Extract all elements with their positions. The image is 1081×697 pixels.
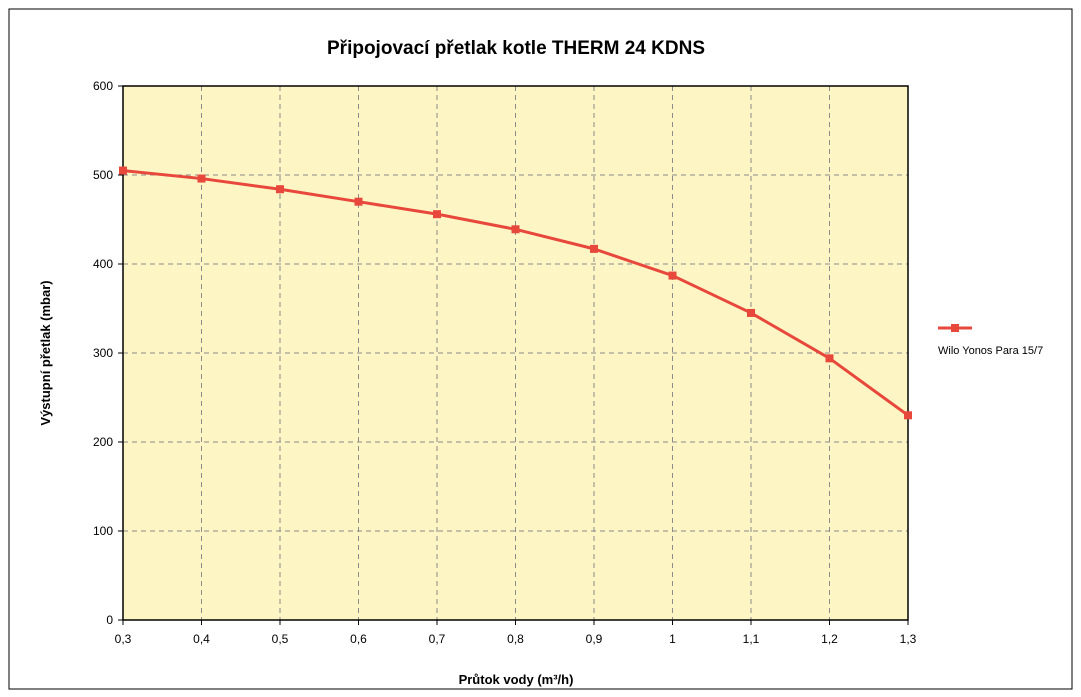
x-tick-label: 1,3 [900, 632, 917, 646]
x-tick-label: 1,1 [743, 632, 760, 646]
legend: Wilo Yonos Para 15/7 [938, 324, 1043, 357]
y-axis-ticks: 0 100 200 300 400 500 600 [93, 79, 123, 627]
data-point-marker [825, 354, 834, 363]
x-tick-label: 0,9 [586, 632, 603, 646]
data-point-marker [197, 174, 206, 183]
data-point-marker [276, 185, 284, 194]
x-tick-label: 0,5 [272, 632, 289, 646]
y-tick-label: 500 [93, 168, 113, 182]
data-point-marker [590, 244, 598, 253]
data-point-marker [433, 210, 441, 219]
legend-swatch-marker [951, 324, 959, 332]
y-axis-title: Výstupní přetlak (mbar) [38, 280, 53, 425]
y-tick-label: 300 [93, 346, 113, 360]
y-tick-label: 0 [106, 613, 113, 627]
x-tick-label: 0,6 [350, 632, 367, 646]
legend-label: Wilo Yonos Para 15/7 [938, 345, 1043, 357]
data-point-marker [747, 308, 755, 317]
x-tick-label: 1 [669, 632, 676, 646]
chart-title: Připojovací přetlak kotle THERM 24 KDNS [327, 38, 705, 59]
data-point-marker [511, 225, 520, 234]
x-tick-label: 0,4 [193, 632, 210, 646]
data-point-marker [119, 166, 127, 175]
x-tick-label: 0,3 [115, 632, 132, 646]
y-tick-label: 600 [93, 79, 113, 93]
data-point-marker [354, 197, 363, 206]
x-axis-title: Průtok vody (m³/h) [459, 672, 574, 687]
x-tick-label: 0,8 [507, 632, 524, 646]
x-tick-label: 1,2 [821, 632, 838, 646]
y-tick-label: 100 [93, 524, 113, 538]
grid-lines [123, 86, 908, 620]
y-tick-label: 400 [93, 257, 113, 271]
data-point-marker [904, 411, 912, 420]
series-group [119, 166, 912, 420]
y-tick-label: 200 [93, 435, 113, 449]
x-tick-label: 0,7 [429, 632, 446, 646]
data-point-marker [668, 271, 677, 280]
x-axis-ticks: 0,3 0,4 0,5 0,6 0,7 0,8 0,9 1 1,1 1,2 1,3 [115, 620, 917, 646]
